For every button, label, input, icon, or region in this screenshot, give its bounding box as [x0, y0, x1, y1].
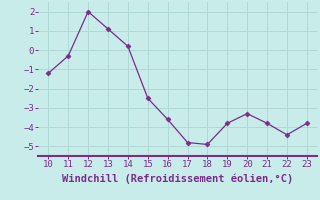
- X-axis label: Windchill (Refroidissement éolien,°C): Windchill (Refroidissement éolien,°C): [62, 173, 293, 184]
